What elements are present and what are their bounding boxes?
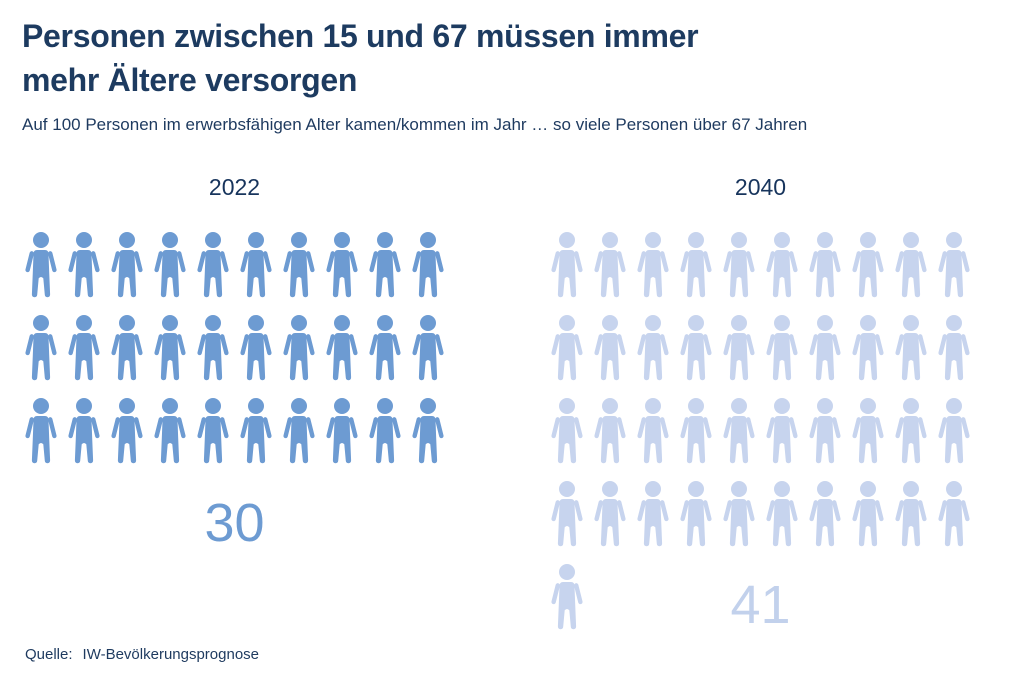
person-icon: [67, 398, 101, 464]
person-icon: [808, 232, 842, 298]
person-icon: [239, 232, 273, 298]
person-icon: [765, 481, 799, 547]
person-icon: [722, 232, 756, 298]
person-icon: [679, 232, 713, 298]
person-icon: [239, 398, 273, 464]
person-icon: [411, 398, 445, 464]
person-icon: [196, 398, 230, 464]
person-icon: [153, 232, 187, 298]
person-icon: [722, 398, 756, 464]
source-label: Quelle:: [25, 646, 73, 663]
value-2040: 41: [730, 575, 791, 635]
source-line: Quelle: IW-Bevölkerungsprognose: [25, 646, 259, 663]
person-icon: [153, 315, 187, 381]
person-icon: [110, 315, 144, 381]
person-icon: [894, 232, 928, 298]
person-icon: [325, 398, 359, 464]
chart-title: Personen zwischen 15 und 67 müssen immer…: [22, 14, 998, 102]
person-icon: [636, 398, 670, 464]
person-icon: [808, 481, 842, 547]
person-icon: [593, 481, 627, 547]
person-icon: [593, 315, 627, 381]
value-2022: 30: [204, 493, 265, 553]
person-icon: [722, 481, 756, 547]
person-icon: [282, 315, 316, 381]
person-icon: [368, 232, 402, 298]
person-icon: [679, 315, 713, 381]
person-icon: [765, 315, 799, 381]
person-icon: [937, 398, 971, 464]
person-icon: [411, 232, 445, 298]
person-icon: [808, 315, 842, 381]
person-icon: [937, 232, 971, 298]
person-icon: [851, 398, 885, 464]
chart-title-line1: Personen zwischen 15 und 67 müssen immer: [22, 18, 699, 54]
chart-header: Personen zwischen 15 und 67 müssen immer…: [22, 14, 998, 135]
person-icon: [368, 398, 402, 464]
person-icon: [550, 232, 584, 298]
person-icon: [636, 315, 670, 381]
person-icon: [937, 481, 971, 547]
person-icon: [765, 232, 799, 298]
person-icon: [679, 481, 713, 547]
person-icon: [894, 481, 928, 547]
group-2040: 2040 41: [548, 172, 973, 634]
person-icon: [110, 398, 144, 464]
person-icon: [325, 315, 359, 381]
person-icon: [593, 398, 627, 464]
group-2040-label: 2040: [734, 174, 787, 200]
chart-subtitle: Auf 100 Personen im erwerbsfähigen Alter…: [22, 115, 808, 135]
person-icon: [239, 315, 273, 381]
person-icon: [851, 315, 885, 381]
person-icon: [67, 315, 101, 381]
person-icon: [196, 232, 230, 298]
person-icon: [282, 232, 316, 298]
person-icon: [24, 315, 58, 381]
person-icon: [894, 315, 928, 381]
person-icon: [550, 398, 584, 464]
person-icon: [153, 398, 187, 464]
person-icon: [679, 398, 713, 464]
icon-grid-2040: [548, 232, 973, 634]
person-icon: [550, 481, 584, 547]
source-value: IW-Bevölkerungsprognose: [82, 646, 260, 663]
person-icon: [368, 315, 402, 381]
person-icon: [937, 315, 971, 381]
person-icon: [636, 481, 670, 547]
chart-title-line2: mehr Ältere versorgen: [22, 62, 358, 99]
person-icon: [24, 398, 58, 464]
person-icon: [851, 481, 885, 547]
group-2022: 2022 30: [22, 172, 447, 550]
person-icon: [722, 315, 756, 381]
person-icon: [196, 315, 230, 381]
icon-grid-2022: [22, 232, 447, 468]
person-icon: [411, 315, 445, 381]
person-icon: [282, 398, 316, 464]
person-icon: [593, 232, 627, 298]
person-icon: [110, 232, 144, 298]
person-icon: [851, 232, 885, 298]
person-icon: [67, 232, 101, 298]
group-2022-label: 2022: [208, 174, 261, 200]
person-icon: [636, 232, 670, 298]
person-icon: [550, 315, 584, 381]
person-icon: [325, 232, 359, 298]
person-icon: [765, 398, 799, 464]
person-icon: [894, 398, 928, 464]
person-icon: [24, 232, 58, 298]
person-icon: [808, 398, 842, 464]
